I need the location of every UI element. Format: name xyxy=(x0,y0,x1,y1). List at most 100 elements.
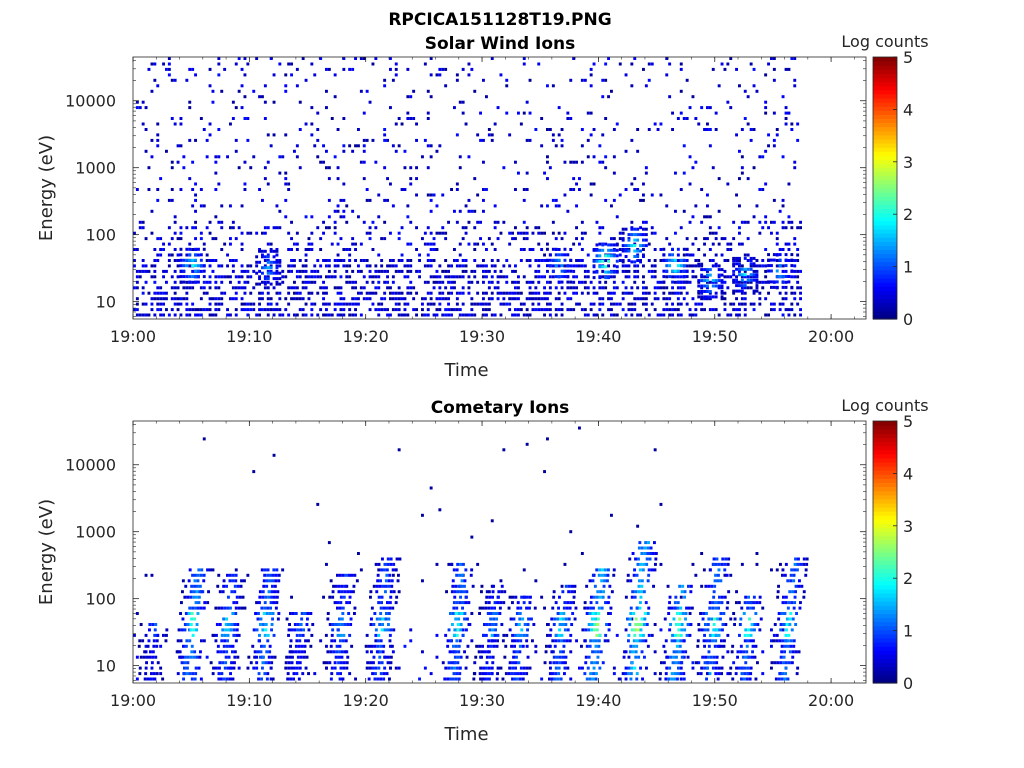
spectrogram-cell xyxy=(368,264,372,268)
spectrogram-cell xyxy=(528,313,532,317)
spectrogram-cell xyxy=(457,644,461,648)
spectrogram-cell xyxy=(234,579,238,583)
spectrogram-cell xyxy=(329,677,333,681)
spectrogram-cell xyxy=(288,623,291,626)
spectrogram-cell xyxy=(777,677,781,681)
spectrogram-cell xyxy=(665,666,669,670)
spectrogram-cell xyxy=(458,313,462,317)
spectrogram-cell xyxy=(624,149,628,153)
spectrogram-cell xyxy=(252,269,256,273)
spectrogram-cell xyxy=(566,264,570,268)
spectrogram-cell xyxy=(386,308,389,312)
spectrogram-cell xyxy=(177,628,181,632)
spectrogram-cell xyxy=(150,62,154,66)
spectrogram-cell xyxy=(561,655,565,659)
spectrogram-cell xyxy=(151,623,155,626)
spectrogram-cell xyxy=(453,661,457,665)
spectrogram-cell xyxy=(596,650,600,654)
spectrogram-cell xyxy=(141,122,145,126)
spectrogram-cell xyxy=(298,297,302,301)
spectrogram-cell xyxy=(726,286,730,290)
spectrogram-cell xyxy=(601,133,605,137)
spectrogram-cell xyxy=(778,639,782,643)
spectrogram-cell xyxy=(217,73,221,77)
spectrogram-cell xyxy=(531,308,535,312)
spectrogram-cell xyxy=(666,584,670,588)
spectrogram-cell xyxy=(147,291,151,295)
spectrogram-cell xyxy=(516,633,520,637)
spectrogram-cell xyxy=(666,655,670,659)
spectrogram-cell xyxy=(563,253,567,257)
spectrogram-cell xyxy=(343,650,347,654)
spectrogram-cell xyxy=(461,302,465,306)
spectrogram-cell xyxy=(176,639,180,643)
spectrogram-cell xyxy=(755,286,759,290)
spectrogram-cell xyxy=(514,237,517,241)
spectrogram-cell xyxy=(246,573,250,577)
spectrogram-cell xyxy=(578,259,581,262)
spectrogram-cell xyxy=(377,666,381,670)
spectrogram-cell xyxy=(218,666,221,670)
spectrogram-cell xyxy=(598,276,602,280)
spectrogram-cell xyxy=(278,209,282,213)
spectrogram-cell xyxy=(479,677,482,681)
spectrogram-cell xyxy=(749,262,753,266)
spectrogram-cell xyxy=(653,541,656,545)
spectrogram-cell xyxy=(467,155,471,159)
spectrogram-cell xyxy=(344,573,348,577)
spectrogram-cell xyxy=(175,650,179,654)
spectrogram-cell xyxy=(697,248,701,251)
spectrogram-cell xyxy=(287,188,291,191)
colorbar-segment xyxy=(873,310,897,316)
spectrogram-cell xyxy=(639,249,642,253)
spectrogram-cell xyxy=(333,209,337,213)
spectrogram-cell xyxy=(505,259,509,262)
spectrogram-cell xyxy=(267,655,271,659)
colorbar-segment xyxy=(873,678,897,684)
spectrogram-cell xyxy=(194,601,198,605)
spectrogram-cell xyxy=(381,617,385,621)
spectrogram-cell xyxy=(586,286,590,290)
spectrogram-cell xyxy=(511,595,515,599)
spectrogram-cell xyxy=(780,644,784,648)
colorbar-segment xyxy=(873,208,897,214)
spectrogram-cell xyxy=(287,661,291,665)
spectrogram-cell xyxy=(779,661,783,665)
spectrogram-cell xyxy=(383,269,387,273)
spectrogram-cell xyxy=(738,242,741,246)
spectrogram-cell xyxy=(621,249,625,253)
spectrogram-cell xyxy=(384,579,388,583)
spectrogram-cell xyxy=(729,275,733,279)
spectrogram-cell xyxy=(668,264,672,268)
spectrogram-cell xyxy=(575,160,578,164)
spectrogram-cell xyxy=(211,672,215,676)
spectrogram-cell xyxy=(464,204,468,208)
spectrogram-cell xyxy=(607,95,610,99)
spectrogram-cell xyxy=(338,677,342,681)
spectrogram-cell xyxy=(700,552,704,555)
spectrogram-cell xyxy=(342,67,346,71)
spectrogram-cell xyxy=(389,661,393,665)
spectrogram-cell xyxy=(604,78,608,82)
spectrogram-cell xyxy=(194,193,197,197)
spectrogram-cell xyxy=(290,220,293,224)
spectrogram-cell xyxy=(191,248,195,251)
spectrogram-cell xyxy=(725,573,729,577)
spectrogram-cell xyxy=(755,204,759,208)
spectrogram-cell xyxy=(298,166,302,170)
spectrogram-cell xyxy=(596,655,600,659)
spectrogram-cell xyxy=(731,644,735,648)
spectrogram-cell xyxy=(484,633,488,637)
spectrogram-cell xyxy=(339,198,343,202)
spectrogram-cell xyxy=(624,672,627,676)
spectrogram-cell xyxy=(755,264,759,268)
spectrogram-cell xyxy=(788,650,792,654)
spectrogram-cell xyxy=(548,286,552,290)
spectrogram-cell xyxy=(249,302,253,306)
spectrogram-cell xyxy=(179,144,183,148)
spectrogram-cell xyxy=(738,231,741,235)
spectrogram-cell xyxy=(368,666,372,670)
spectrogram-cell xyxy=(253,650,257,654)
spectrogram-cell xyxy=(387,623,390,626)
spectrogram-cell xyxy=(367,644,371,648)
